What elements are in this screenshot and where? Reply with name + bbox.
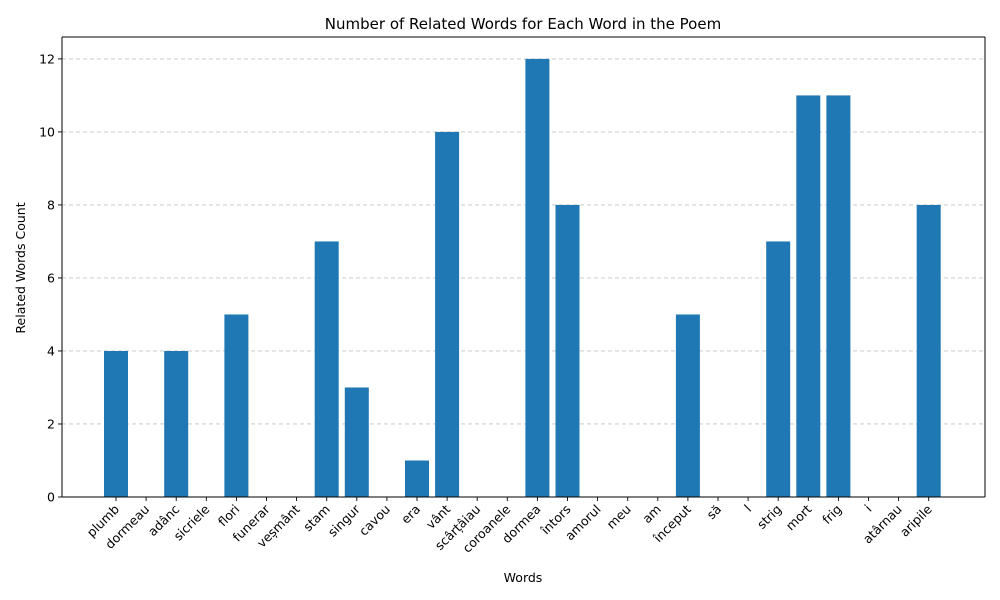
x-tick-label: era (398, 502, 423, 527)
x-tick-label: aripile (897, 501, 935, 539)
bar-dormea (525, 58, 550, 498)
x-tick-label: strig (754, 502, 784, 532)
bar-început (675, 314, 700, 497)
bar-strig (766, 241, 791, 497)
bar-adânc (164, 350, 189, 497)
bar-plumb (104, 350, 128, 497)
axes (61, 36, 986, 498)
bar-singur (344, 387, 369, 497)
y-tick-label: 0 (47, 490, 55, 505)
y-tick-label: 2 (47, 416, 55, 431)
x-axis-label: Words (504, 570, 543, 585)
bar-stam (314, 241, 339, 497)
bar-mort (796, 95, 821, 498)
bar-aripile (916, 204, 941, 497)
y-tick-label: 8 (47, 197, 55, 212)
x-tick-label: am (639, 502, 664, 527)
chart-title: Number of Related Words for Each Word in… (325, 15, 721, 33)
bar-era (405, 460, 429, 497)
x-tick-label: mort (783, 501, 815, 533)
y-tick-label: 12 (39, 51, 55, 66)
bar-flori (224, 314, 249, 497)
x-tick-label: frig (819, 502, 844, 527)
y-tick-label: 6 (47, 270, 55, 285)
bars (104, 58, 941, 498)
x-tick-label: să (703, 502, 724, 523)
x-tick-label: i (862, 502, 875, 515)
x-tick-label: l (741, 502, 754, 515)
bar-frig (826, 95, 851, 498)
x-tick-label: meu (604, 502, 634, 532)
x-tick-label: singur (325, 501, 364, 540)
y-axis-ticks: 0 2 4 6 8 10 12 (39, 51, 62, 505)
y-tick-label: 10 (39, 124, 55, 139)
x-tick-label: cavou (356, 502, 393, 539)
bar-întors (555, 204, 580, 497)
y-axis-label: Related Words Count (13, 202, 28, 333)
y-tick-label: 4 (47, 343, 55, 358)
bar-vânt (435, 131, 460, 497)
